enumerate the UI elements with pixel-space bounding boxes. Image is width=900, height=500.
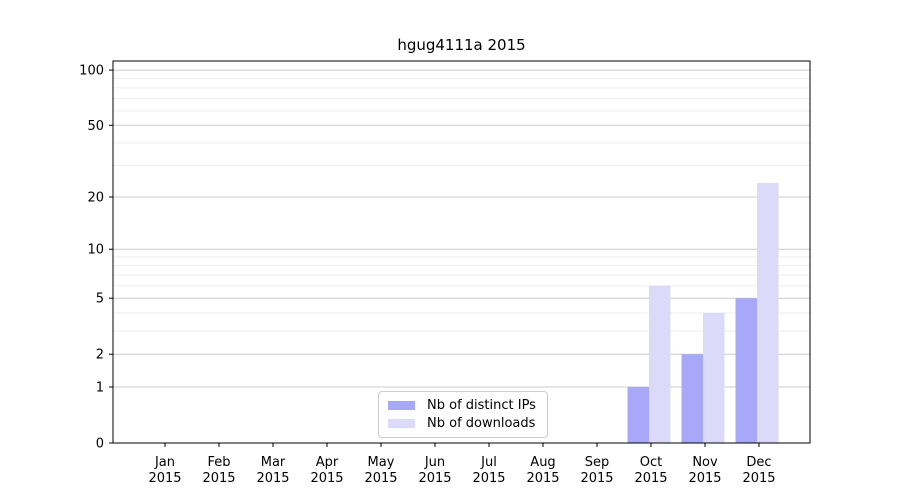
x-tick-label-year: 2015 [472,471,505,486]
x-tick-label-year: 2015 [418,471,451,486]
x-tick-label-month: Jan [154,455,175,470]
y-tick-label: 50 [87,119,104,134]
x-tick-label-year: 2015 [634,471,667,486]
y-tick-label: 20 [87,190,104,205]
y-tick-label: 0 [96,437,104,452]
legend-row-downloads: Nb of downloads [388,416,536,431]
x-tick-label-year: 2015 [364,471,397,486]
chart-title: hgug4111a 2015 [397,36,526,54]
legend-swatch-downloads-icon [388,419,415,428]
x-tick-label-year: 2015 [148,471,181,486]
bar-distinct-ips-oct [627,386,649,443]
x-tick-label-year: 2015 [256,471,289,486]
x-tick-label-month: Jun [424,455,445,470]
x-tick-label-month: Jul [480,455,497,470]
x-tick-label-year: 2015 [742,471,775,486]
x-tick-label-month: May [368,455,395,470]
bar-distinct-ips-nov [681,354,703,443]
y-tick-label: 100 [79,64,104,79]
x-tick-label-month: Dec [746,455,771,470]
bar-downloads-oct [649,285,671,443]
legend-label-downloads: Nb of downloads [427,416,536,431]
x-tick-label-month: Nov [692,455,718,470]
x-tick-label-year: 2015 [526,471,559,486]
plot-border [112,60,811,444]
legend: Nb of distinct IPs Nb of downloads [378,391,548,438]
x-tick-label-month: Feb [207,455,230,470]
x-tick-label-month: Apr [316,455,339,470]
x-tick-label-month: Aug [530,455,555,470]
x-tick-label-year: 2015 [202,471,235,486]
x-tick-label-month: Mar [261,455,286,470]
bar-downloads-dec [757,182,779,443]
x-tick-label-month: Oct [640,455,662,470]
x-tick-label-year: 2015 [580,471,613,486]
y-tick-label: 5 [96,292,104,307]
y-tick-label: 10 [87,243,104,258]
bar-distinct-ips-dec [735,298,757,443]
x-tick-label-year: 2015 [310,471,343,486]
y-tick-label: 2 [96,348,104,363]
legend-swatch-distinct-ips-icon [388,401,415,410]
y-tick-label: 1 [96,380,104,395]
bar-downloads-nov [703,312,725,443]
legend-label-distinct-ips: Nb of distinct IPs [427,398,536,413]
x-tick-label-year: 2015 [688,471,721,486]
legend-row-distinct-ips: Nb of distinct IPs [388,398,536,413]
x-tick-label-month: Sep [585,455,610,470]
